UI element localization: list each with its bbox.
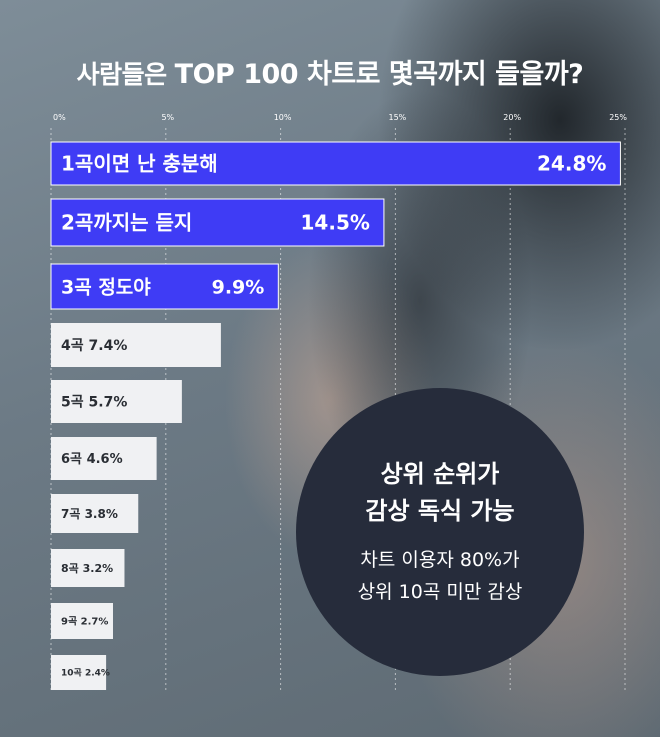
callout-circle: 상위 순위가 감상 독식 가능 차트 이용자 80%가 상위 10곡 미만 감상 xyxy=(296,388,584,676)
category-label-7: 7곡 xyxy=(61,507,80,521)
category-label-1: 1곡이면 난 충분해 xyxy=(61,152,218,176)
value-label-10: 2.4% xyxy=(85,669,110,679)
tick-label-3: 15% xyxy=(389,113,407,122)
value-label-1: 24.8% xyxy=(537,152,606,176)
callout-headline-1: 상위 순위가 xyxy=(380,460,500,488)
category-label-8: 8곡 xyxy=(61,562,79,575)
value-label-2: 14.5% xyxy=(301,211,370,235)
tick-label-2: 10% xyxy=(274,113,292,122)
value-label-3: 9.9% xyxy=(212,276,265,298)
tick-label-1: 5% xyxy=(161,113,174,122)
category-label-2: 2곡까지는 듣지 xyxy=(61,211,192,235)
bar-2 xyxy=(50,198,385,247)
callout-detail-1: 차트 이용자 80%가 xyxy=(360,549,520,571)
value-label-7: 3.8% xyxy=(85,507,118,521)
value-label-9: 2.7% xyxy=(81,617,109,628)
category-label-4: 4곡 xyxy=(61,338,84,354)
bar-4 xyxy=(51,323,221,367)
value-label-8: 3.2% xyxy=(83,562,114,575)
category-label-10: 10곡 xyxy=(61,668,82,679)
bar-10 xyxy=(51,655,107,690)
tick-label-5: 25% xyxy=(609,113,627,122)
bar-9 xyxy=(51,603,113,639)
bar-6 xyxy=(51,437,157,480)
category-label-9: 9곡 xyxy=(61,616,77,628)
bar-3 xyxy=(50,263,279,310)
title-part-1: 사람들은 xyxy=(76,60,168,89)
tick-label-4: 20% xyxy=(503,113,521,122)
bar-5 xyxy=(51,380,182,423)
category-label-3: 3곡 정도야 xyxy=(61,276,151,298)
page-title: 사람들은 TOP 100 차트로 몇곡까지 들을까? xyxy=(0,52,660,91)
title-part-2: TOP 100 차트로 몇곡까지 들을까? xyxy=(174,59,584,90)
callout-headline-2: 감상 독식 가능 xyxy=(365,497,515,525)
value-label-4: 7.4% xyxy=(89,338,128,354)
category-label-5: 5곡 xyxy=(61,395,84,411)
bar-8 xyxy=(51,549,125,587)
bar-7 xyxy=(51,494,139,533)
category-label-6: 6곡 xyxy=(61,452,82,467)
bar-1 xyxy=(50,141,621,186)
value-label-5: 5.7% xyxy=(89,395,128,411)
value-label-6: 4.6% xyxy=(87,452,123,467)
tick-label-0: 0% xyxy=(53,113,66,122)
callout-detail-2: 상위 10곡 미만 감상 xyxy=(357,581,523,603)
